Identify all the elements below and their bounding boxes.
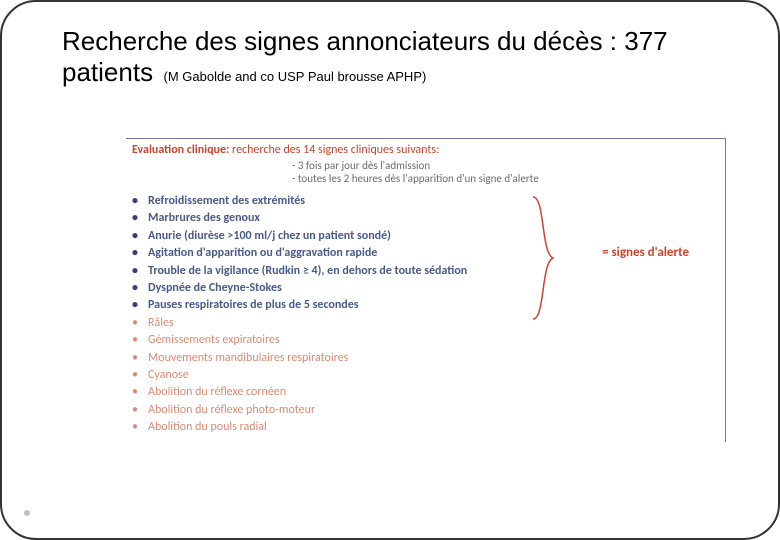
signs-area: Refroidissement des extrémités Marbrures…: [132, 193, 719, 436]
frequency-list: 3 fois par jour dès l'admission toutes l…: [292, 159, 719, 185]
sign-item: Anurie (diurèse >100 ml/j chez un patien…: [132, 228, 719, 245]
slide-frame: Recherche des signes annonciateurs du dé…: [0, 0, 780, 540]
signs-list: Refroidissement des extrémités Marbrures…: [132, 193, 719, 436]
sign-item: Marbrures des genoux: [132, 210, 719, 227]
sign-item-alert: Abolition du réflexe photo-moteur: [132, 402, 719, 419]
sign-item-alert: Abolition du pouls radial: [132, 419, 719, 436]
corner-dot-icon: [24, 510, 30, 516]
bracket-label: = signes d'alerte: [602, 245, 689, 260]
page-subtitle: (M Gabolde and co USP Paul brousse APHP): [164, 69, 427, 84]
sign-item-alert: Cyanose: [132, 367, 719, 384]
evaluation-heading: Evaluation clinique: recherche des 14 si…: [132, 143, 719, 157]
sign-item-alert: Râles: [132, 315, 719, 332]
sign-item: Pauses respiratoires de plus de 5 second…: [132, 297, 719, 314]
sign-item: Refroidissement des extrémités: [132, 193, 719, 210]
sign-item: Trouble de la vigilance (Rudkin ≥ 4), en…: [132, 263, 719, 280]
sign-item-alert: Gémissements expiratoires: [132, 332, 719, 349]
bracket-icon: [531, 195, 561, 321]
evaluation-label: Evaluation clinique:: [132, 143, 229, 157]
frequency-item: 3 fois par jour dès l'admission: [292, 159, 719, 172]
sign-item-alert: Mouvements mandibulaires respiratoires: [132, 350, 719, 367]
title-block: Recherche des signes annonciateurs du dé…: [62, 26, 738, 87]
evaluation-rest: recherche des 14 signes cliniques suivan…: [229, 143, 439, 157]
frequency-item: toutes les 2 heures dès l'apparition d'u…: [292, 172, 719, 185]
sign-item: Dyspnée de Cheyne-Stokes: [132, 280, 719, 297]
sign-item-alert: Abolition du réflexe cornéen: [132, 384, 719, 401]
content-box: Evaluation clinique: recherche des 14 si…: [126, 138, 726, 442]
